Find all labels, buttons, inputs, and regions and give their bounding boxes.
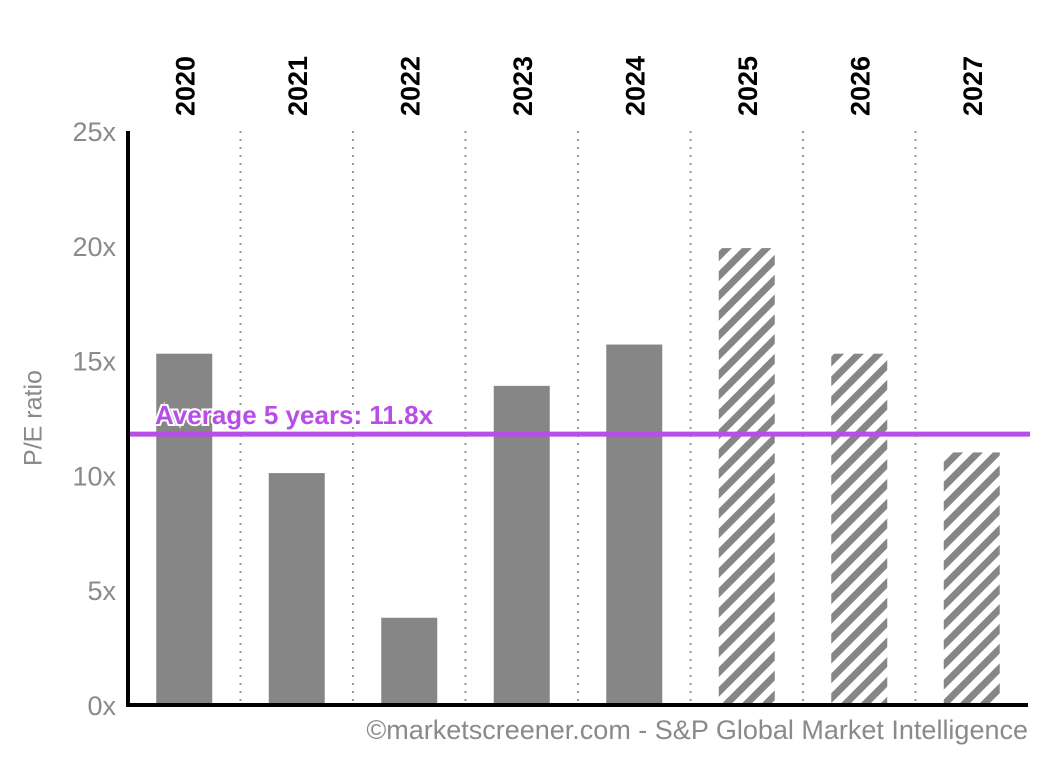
x-tick-label: 2021 bbox=[283, 56, 313, 116]
x-tick-label: 2023 bbox=[508, 56, 538, 116]
x-tick-labels: 2020 2021 2022 2023 2024 2025 2026 2027 bbox=[170, 56, 988, 116]
y-tick-label: 5x bbox=[87, 576, 116, 606]
y-tick-labels: 0x 5x 10x 15x 20x 25x bbox=[72, 117, 116, 721]
source-credit: ©marketscreener.com - S&P Global Market … bbox=[366, 715, 1028, 745]
bars bbox=[156, 248, 1000, 705]
average-label: Average 5 years: 11.8x bbox=[155, 400, 434, 430]
x-tick-label: 2026 bbox=[845, 56, 875, 116]
y-tick-label: 10x bbox=[72, 461, 116, 491]
bar-2026 bbox=[831, 353, 888, 705]
bar-2023 bbox=[493, 385, 550, 705]
y-tick-label: 15x bbox=[72, 347, 116, 377]
y-tick-label: 20x bbox=[72, 232, 116, 262]
bar-2025 bbox=[718, 248, 775, 705]
bar-2020 bbox=[156, 353, 213, 705]
y-tick-label: 0x bbox=[87, 691, 116, 721]
bar-2021 bbox=[268, 473, 325, 705]
x-tick-label: 2022 bbox=[395, 56, 425, 116]
bar-2024 bbox=[606, 344, 663, 705]
axes bbox=[126, 131, 1028, 707]
y-tick-label: 25x bbox=[72, 117, 116, 147]
x-tick-label: 2020 bbox=[170, 56, 200, 116]
bar-2027 bbox=[943, 452, 1000, 705]
bar-2022 bbox=[381, 617, 438, 705]
y-axis-title: P/E ratio bbox=[19, 370, 48, 466]
x-tick-label: 2024 bbox=[620, 56, 650, 116]
x-tick-label: 2025 bbox=[733, 56, 763, 116]
x-tick-label: 2027 bbox=[958, 56, 988, 116]
average-layer: Average 5 years: 11.8x bbox=[128, 398, 1030, 437]
